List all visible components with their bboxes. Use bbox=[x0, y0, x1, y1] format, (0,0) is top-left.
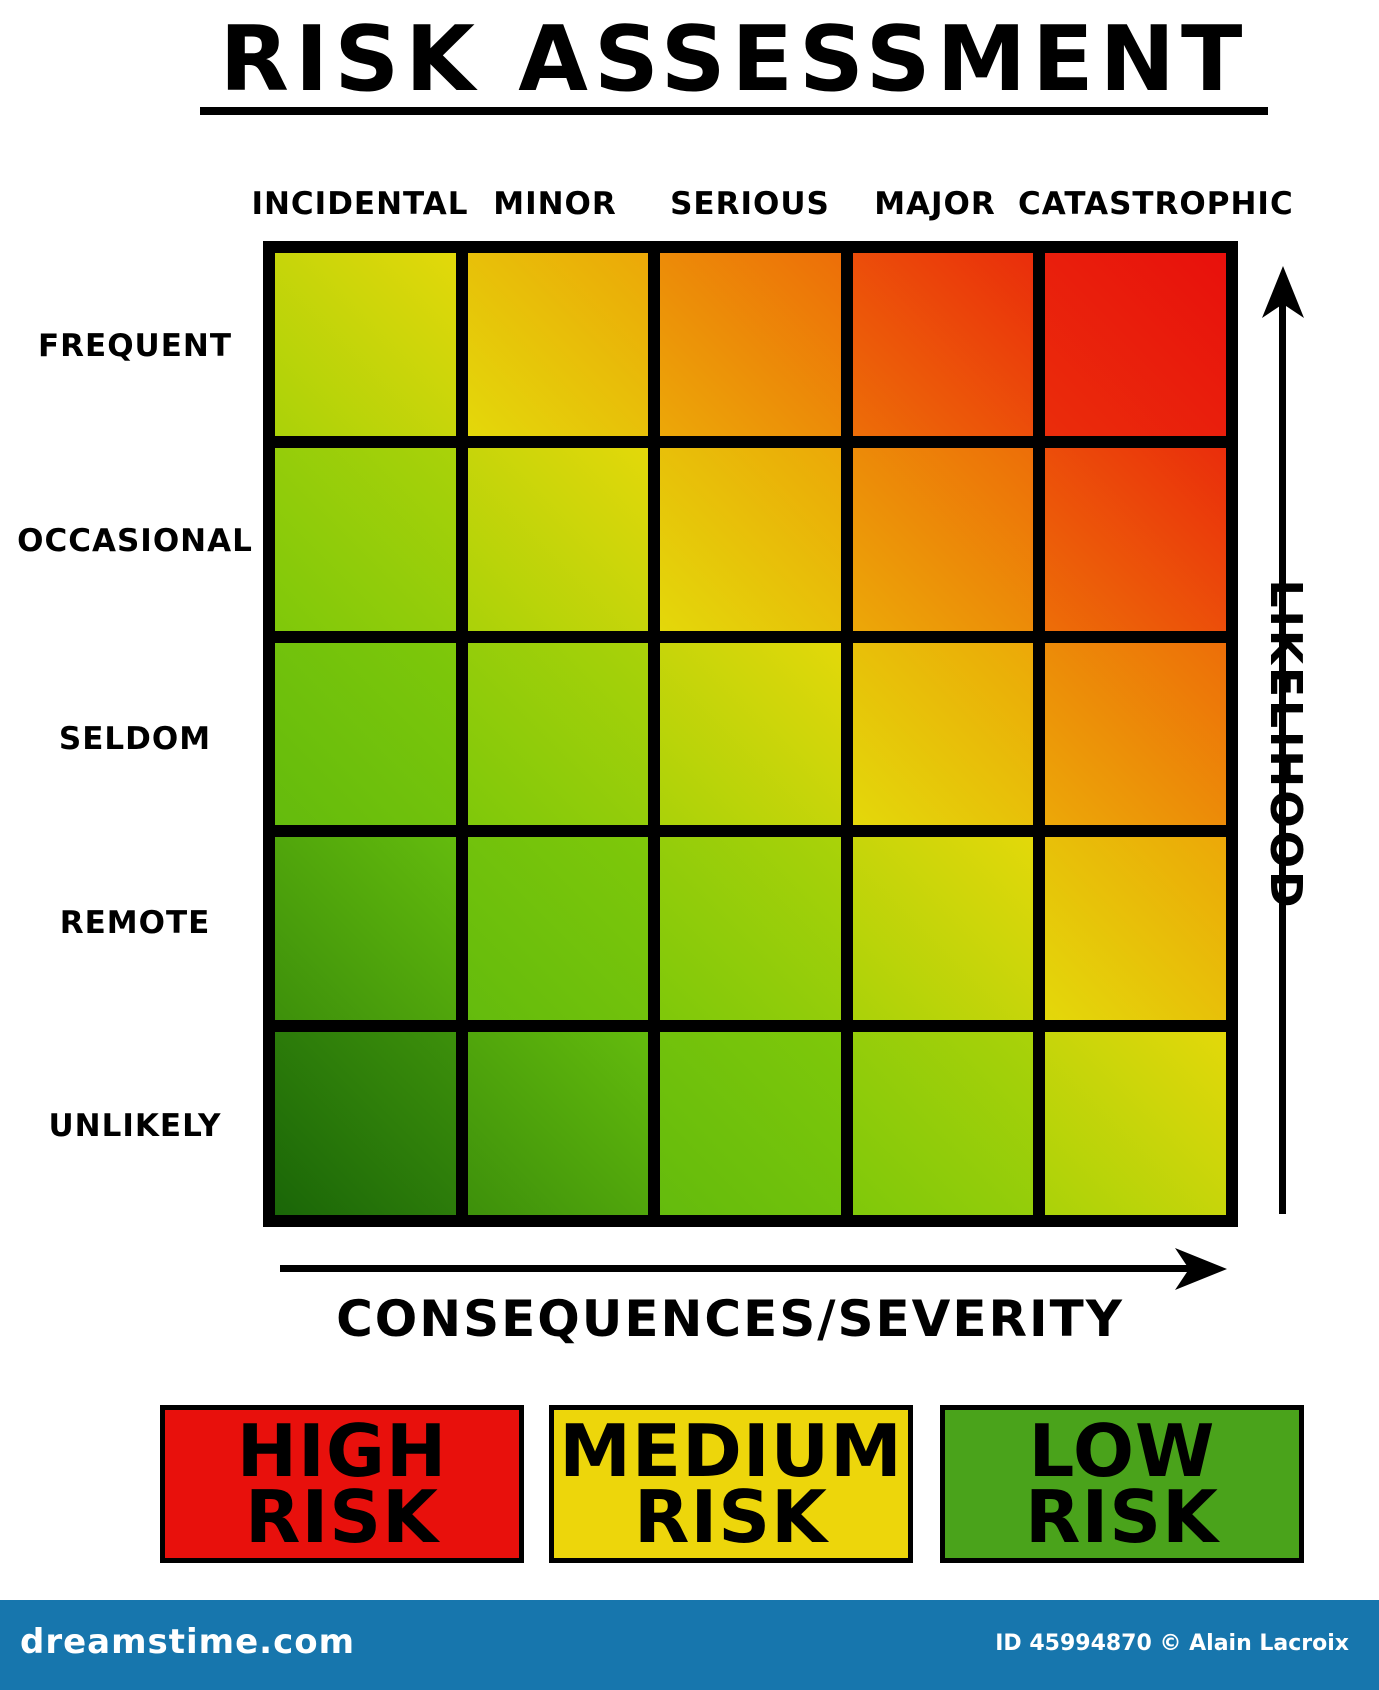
column-label-incidental: INCIDENTAL bbox=[251, 186, 469, 222]
risk-cell bbox=[852, 837, 1034, 1021]
legend-high-line1: HIGH bbox=[236, 1409, 448, 1493]
severity-axis-title: CONSEQUENCES/SEVERITY bbox=[336, 1290, 1124, 1348]
row-label-frequent: FREQUENT bbox=[37, 328, 232, 364]
risk-cell bbox=[467, 642, 649, 826]
row-label-occasional: OCCASIONAL bbox=[17, 523, 253, 559]
risk-cell bbox=[1045, 642, 1226, 826]
risk-cell bbox=[1045, 1032, 1226, 1215]
risk-cell bbox=[275, 447, 456, 631]
column-label-major: MAJOR bbox=[874, 186, 996, 222]
page-title: RISK ASSESSMENT bbox=[219, 7, 1249, 112]
risk-cell bbox=[467, 447, 649, 631]
arrow-right-icon bbox=[1175, 1248, 1227, 1290]
risk-cell bbox=[467, 253, 649, 436]
risk-cell bbox=[1045, 837, 1226, 1021]
risk-cell bbox=[275, 253, 456, 436]
risk-cell bbox=[660, 642, 841, 826]
risk-cell bbox=[852, 1032, 1034, 1215]
risk-cell bbox=[660, 1032, 841, 1215]
column-label-catastrophic: CATASTROPHIC bbox=[1018, 186, 1294, 222]
column-label-minor: MINOR bbox=[493, 186, 617, 222]
row-label-unlikely: UNLIKELY bbox=[48, 1108, 222, 1144]
legend-low-line2: RISK bbox=[1025, 1475, 1219, 1559]
risk-cell bbox=[275, 1032, 456, 1215]
row-label-seldom: SELDOM bbox=[58, 721, 212, 757]
risk-cell bbox=[275, 837, 456, 1021]
legend-medium-line1: MEDIUM bbox=[559, 1409, 903, 1493]
risk-matrix-grid bbox=[263, 241, 1238, 1227]
legend-medium-risk: MEDIUM RISK bbox=[549, 1405, 913, 1563]
legend-high-line2: RISK bbox=[245, 1475, 439, 1559]
risk-cell bbox=[467, 837, 649, 1021]
risk-cell bbox=[852, 642, 1034, 826]
risk-cell bbox=[1045, 253, 1226, 436]
footer-bar: dreamstime.com ID 45994870 © Alain Lacro… bbox=[0, 1600, 1379, 1690]
row-label-remote: REMOTE bbox=[59, 905, 211, 941]
risk-cell bbox=[852, 253, 1034, 436]
footer-image-credit: ID 45994870 © Alain Lacroix bbox=[995, 1631, 1349, 1656]
risk-cell bbox=[1045, 447, 1226, 631]
legend-low-risk: LOW RISK bbox=[940, 1405, 1304, 1563]
legend-low-line1: LOW bbox=[1028, 1409, 1216, 1493]
column-label-serious: SERIOUS bbox=[670, 186, 830, 222]
risk-cell bbox=[852, 447, 1034, 631]
risk-cell bbox=[660, 447, 841, 631]
risk-cell bbox=[467, 1032, 649, 1215]
severity-axis-line bbox=[280, 1265, 1190, 1272]
risk-cell bbox=[660, 837, 841, 1021]
risk-cell bbox=[660, 253, 841, 436]
likelihood-axis-line bbox=[1279, 290, 1286, 1214]
legend-medium-line2: RISK bbox=[634, 1475, 828, 1559]
legend-high-risk: HIGH RISK bbox=[160, 1405, 524, 1563]
footer-brand-logo[interactable]: dreamstime.com bbox=[20, 1622, 356, 1662]
likelihood-axis-title: LIKELIHOOD bbox=[1260, 579, 1311, 911]
risk-cell bbox=[275, 642, 456, 826]
arrow-up-icon bbox=[1262, 266, 1304, 318]
title-underline bbox=[200, 107, 1268, 115]
